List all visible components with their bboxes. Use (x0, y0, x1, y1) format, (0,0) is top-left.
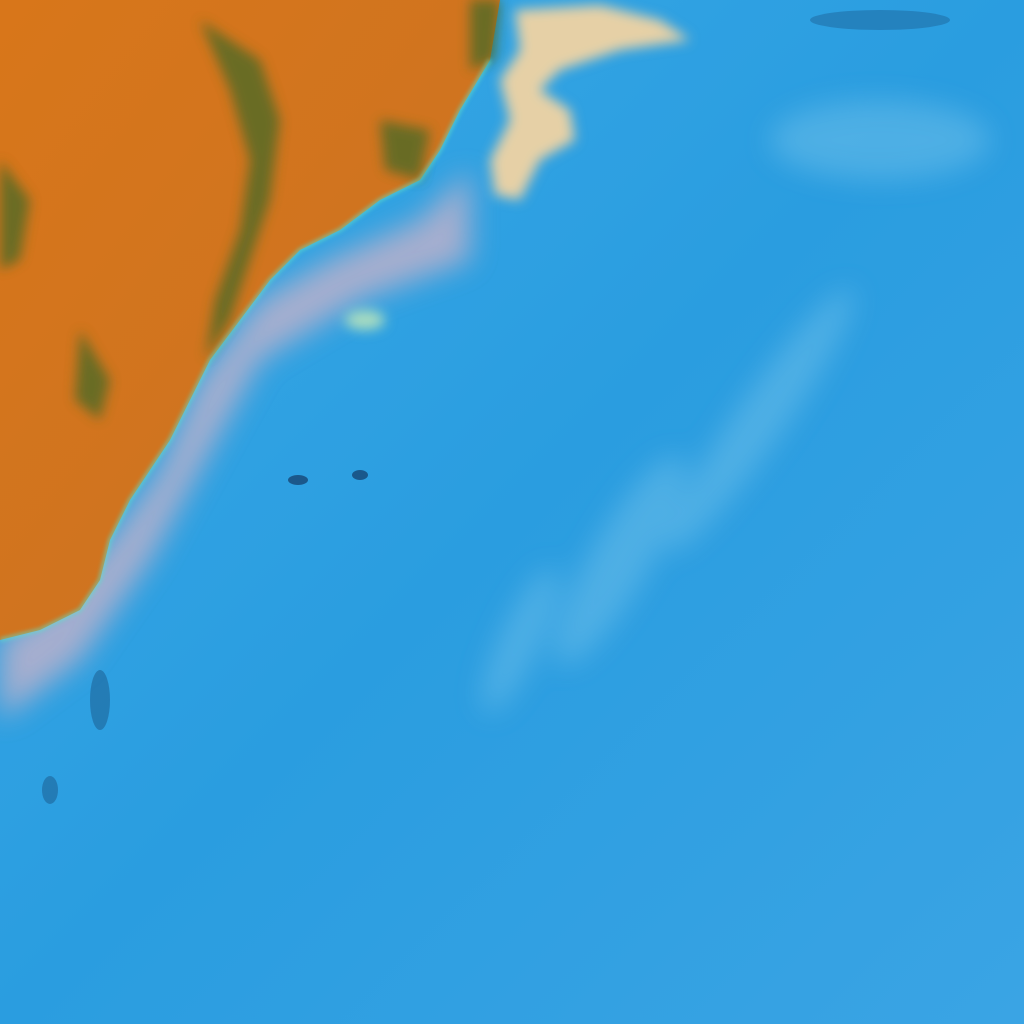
cyan-coastline (0, 59, 492, 642)
clouds (345, 5, 690, 330)
landmass (0, 0, 500, 640)
vegetation (0, 0, 500, 420)
haze-streaks (481, 100, 990, 713)
coastal-haze (0, 170, 470, 720)
dark-cloud-shadows (42, 10, 950, 804)
